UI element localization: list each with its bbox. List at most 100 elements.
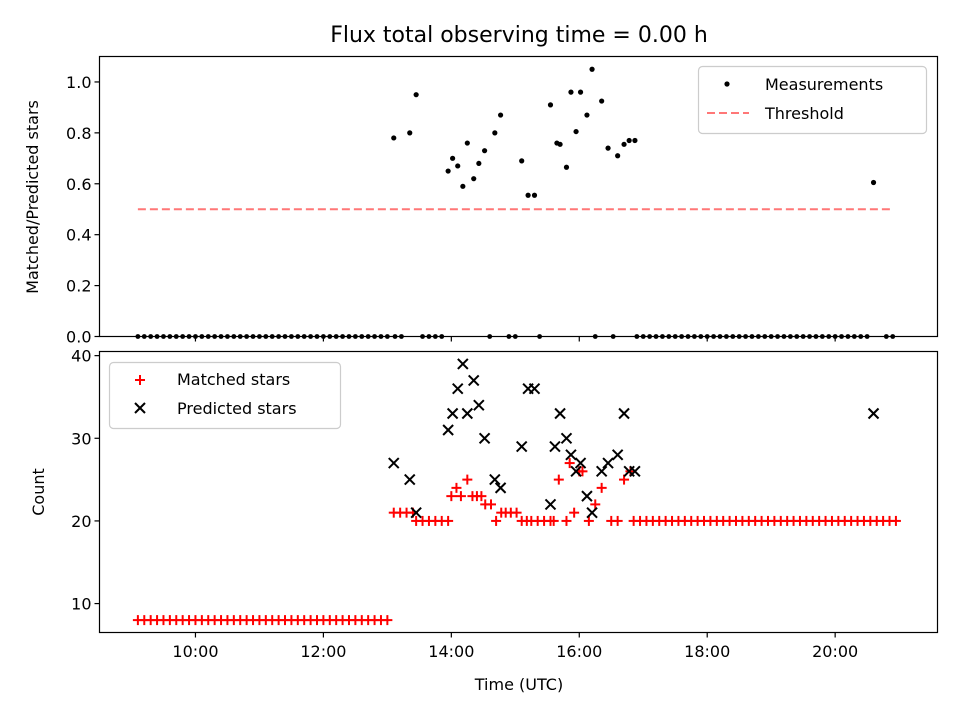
predicted-star-marker xyxy=(544,498,557,511)
predicted-star-marker xyxy=(565,449,577,461)
measurement-point xyxy=(391,135,397,141)
top-legend: Measurements Threshold xyxy=(697,65,928,135)
measurement-point xyxy=(589,66,595,72)
measurement-point xyxy=(599,98,605,104)
measurement-point xyxy=(525,192,531,198)
predicted-star-marker xyxy=(554,407,566,420)
matched-star-marker xyxy=(577,466,588,477)
bottom-legend: Matched stars Predicted stars xyxy=(108,361,342,430)
predicted-star-marker xyxy=(457,358,469,370)
top-y-tick-label: 0.4 xyxy=(66,226,91,245)
predicted-star-marker xyxy=(629,465,641,478)
measurement-point xyxy=(584,112,590,118)
matched-star-marker xyxy=(583,515,594,526)
predicted-star-marker xyxy=(515,440,528,453)
matched-star-marker xyxy=(553,474,564,485)
top-y-tick-label: 1.0 xyxy=(66,73,91,92)
predicted-star-marker xyxy=(452,382,464,395)
legend-predicted-label: Predicted stars xyxy=(177,399,297,418)
measurement-point xyxy=(464,140,470,146)
measurement-point xyxy=(445,168,451,174)
x-tick-label: 14:00 xyxy=(428,642,474,661)
predicted-star-marker xyxy=(442,424,454,436)
top-y-tick-label: 0.2 xyxy=(66,277,91,296)
matched-star-marker xyxy=(548,515,559,526)
bottom-y-tick-label: 20 xyxy=(71,512,91,531)
matched-star-marker xyxy=(455,491,466,502)
measurement-point xyxy=(573,128,579,135)
top-panel: 0.0 0.2 0.4 0.6 0.8 1.0 Matched/Predicted sta… xyxy=(23,55,939,347)
measurement-point xyxy=(531,192,538,198)
matched-star-marker xyxy=(590,499,601,510)
predicted-star-marker xyxy=(461,407,474,420)
measurement-point xyxy=(577,89,584,95)
measurement-point xyxy=(568,89,574,95)
measurement-point xyxy=(497,112,504,118)
matched-star-marker xyxy=(521,515,532,526)
predicted-star-marker xyxy=(867,407,880,420)
predicted-star-marker xyxy=(570,465,582,478)
top-y-tick-label: 0.0 xyxy=(66,328,91,347)
measurement-point xyxy=(615,153,621,159)
measurement-point xyxy=(519,158,525,164)
measurement-point xyxy=(547,102,554,108)
measurement-point xyxy=(492,130,498,136)
bottom-y-tick-label: 10 xyxy=(71,595,91,614)
bottom-y-axis-label: Count xyxy=(29,468,48,516)
predicted-star-marker xyxy=(494,482,507,494)
predicted-star-marker xyxy=(611,449,624,461)
chart-title: Flux total observing time = 0.00 h xyxy=(330,23,708,48)
x-axis-label: Time (UTC) xyxy=(474,675,563,694)
x-tick-label: 20:00 xyxy=(812,642,858,661)
matched-star-marker xyxy=(485,499,496,510)
measurement-point xyxy=(450,155,456,161)
matched-star-marker xyxy=(564,458,575,469)
matched-star-marker xyxy=(476,491,487,502)
predicted-star-marker xyxy=(388,457,400,469)
measurement-point xyxy=(563,164,570,170)
top-y-tick-label: 0.6 xyxy=(66,175,91,194)
measurement-point xyxy=(471,176,477,182)
matched-star-marker xyxy=(443,515,454,526)
measurement-point xyxy=(632,137,638,144)
matched-star-marker xyxy=(511,507,522,518)
matched-star-marker xyxy=(596,482,607,493)
predicted-star-marker xyxy=(595,465,608,478)
matched-star-marker xyxy=(462,474,473,485)
predicted-star-marker xyxy=(581,490,593,502)
legend-measurements-label: Measurements xyxy=(765,75,883,94)
legend-measurements-marker xyxy=(724,81,730,87)
measurement-point xyxy=(626,137,632,144)
matched-star-marker xyxy=(890,515,901,526)
matched-star-marker xyxy=(491,515,502,526)
predicted-star-marker xyxy=(602,457,614,469)
matched-star-marker xyxy=(569,507,580,518)
predicted-star-marker xyxy=(618,407,630,420)
top-y-axis-label: Matched/Predicted stars xyxy=(23,100,42,294)
matched-star-marker xyxy=(612,515,623,526)
legend-matched-marker xyxy=(135,375,145,385)
matched-star-marker xyxy=(446,491,457,502)
matched-star-marker xyxy=(382,615,393,626)
measurement-point xyxy=(605,145,611,151)
measurement-point xyxy=(621,141,627,147)
predicted-star-marker xyxy=(549,440,561,453)
x-tick-label: 16:00 xyxy=(556,642,602,661)
predicted-star-marker xyxy=(404,473,416,486)
predicted-star-marker xyxy=(586,506,598,519)
measurement-point xyxy=(455,163,461,169)
measurement-point xyxy=(476,160,482,167)
measurement-point xyxy=(407,130,413,136)
x-tick-label: 10:00 xyxy=(172,642,218,661)
x-tick-label: 18:00 xyxy=(684,642,730,661)
top-axes-frame xyxy=(98,55,939,338)
legend-predicted-marker xyxy=(134,402,146,414)
matched-star-marker xyxy=(451,482,462,493)
legend-threshold-label: Threshold xyxy=(764,104,844,123)
predicted-star-marker xyxy=(489,473,501,486)
measurement-point xyxy=(557,141,563,147)
predicted-star-marker xyxy=(410,506,422,519)
bottom-axes-frame xyxy=(98,350,939,634)
